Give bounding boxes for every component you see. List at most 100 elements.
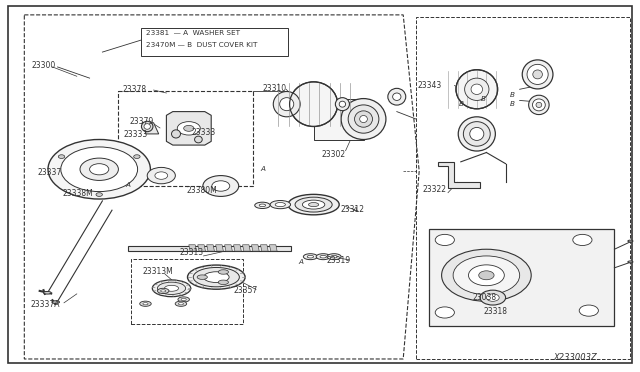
Polygon shape [269,245,277,251]
Bar [141,28,288,56]
Ellipse shape [465,78,489,100]
Text: 23333: 23333 [124,130,148,139]
Ellipse shape [44,292,51,294]
Text: 23312: 23312 [340,205,365,214]
Text: 23333: 23333 [192,128,216,137]
Bar [416,17,630,359]
Text: 23337A: 23337A [31,300,60,309]
Ellipse shape [52,301,60,304]
Ellipse shape [179,303,184,305]
Polygon shape [234,245,241,251]
Ellipse shape [218,270,228,274]
Text: 23378: 23378 [123,85,147,94]
Polygon shape [252,245,259,251]
Text: 23313: 23313 [179,248,204,257]
Polygon shape [438,162,480,188]
Text: 23337: 23337 [37,169,61,177]
Ellipse shape [320,255,326,258]
Circle shape [573,234,592,246]
Circle shape [479,271,494,280]
Ellipse shape [463,122,490,146]
Text: 23322: 23322 [422,185,447,194]
Circle shape [453,256,520,295]
Polygon shape [243,245,250,251]
Circle shape [184,125,194,131]
Ellipse shape [197,275,207,279]
Ellipse shape [164,285,179,291]
Polygon shape [216,245,223,251]
Ellipse shape [327,254,341,260]
Ellipse shape [172,130,180,138]
Text: 23338M: 23338M [63,189,93,198]
Text: B: B [509,101,515,107]
Text: A: A [353,207,358,213]
Circle shape [435,234,454,246]
Text: 23300: 23300 [32,61,56,70]
Circle shape [96,193,102,196]
Text: 23380M: 23380M [187,186,218,195]
Ellipse shape [470,128,484,141]
Text: 23343: 23343 [418,81,442,90]
Circle shape [480,290,506,305]
Circle shape [486,294,499,301]
Ellipse shape [152,280,191,297]
Text: 23381  — A  WASHER SET: 23381 — A WASHER SET [146,31,240,36]
Ellipse shape [218,280,228,285]
Ellipse shape [316,254,330,260]
Circle shape [435,307,454,318]
Ellipse shape [161,290,166,292]
Text: 23038: 23038 [472,293,497,302]
Polygon shape [207,245,214,251]
Polygon shape [225,245,232,251]
Circle shape [203,176,239,196]
Text: 23379: 23379 [130,117,154,126]
Ellipse shape [144,124,150,129]
Ellipse shape [290,82,338,126]
Ellipse shape [175,301,187,307]
Ellipse shape [532,99,545,111]
Ellipse shape [141,121,153,132]
Ellipse shape [303,254,317,260]
Text: 23302: 23302 [322,150,346,159]
Ellipse shape [335,98,349,111]
Ellipse shape [178,297,189,302]
Circle shape [58,155,65,158]
Text: B: B [481,96,486,102]
Ellipse shape [536,102,541,108]
Polygon shape [142,123,159,134]
Text: 23310: 23310 [262,84,287,93]
Ellipse shape [341,99,386,140]
Ellipse shape [331,255,337,258]
Ellipse shape [181,298,186,301]
Ellipse shape [533,70,543,79]
Circle shape [90,164,109,175]
Ellipse shape [456,70,498,109]
Circle shape [442,249,531,301]
Ellipse shape [140,301,151,307]
Ellipse shape [471,84,483,94]
Polygon shape [189,245,196,251]
Text: A: A [298,259,303,265]
Ellipse shape [393,93,401,100]
Ellipse shape [270,201,291,209]
Polygon shape [198,245,205,251]
Text: 23313M: 23313M [142,267,173,276]
Ellipse shape [288,195,339,215]
Ellipse shape [628,240,633,242]
Ellipse shape [259,204,266,207]
Circle shape [579,305,598,316]
Circle shape [80,158,118,180]
Ellipse shape [303,200,325,209]
Text: X233003Z: X233003Z [554,353,597,362]
Ellipse shape [157,282,186,295]
Ellipse shape [308,202,319,207]
Text: B: B [458,101,463,107]
Text: 23319: 23319 [326,256,351,265]
Circle shape [134,155,140,158]
Ellipse shape [280,98,294,111]
Circle shape [61,147,138,192]
Circle shape [147,167,175,184]
Polygon shape [260,245,268,251]
Circle shape [212,181,230,191]
Bar [131,259,243,324]
